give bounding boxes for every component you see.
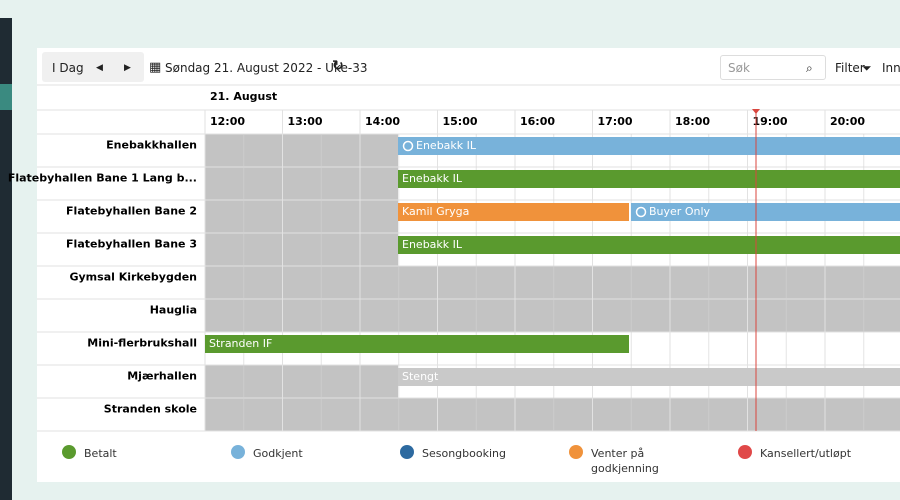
today-button-group [42,52,144,82]
legend-label: Sesongbooking [422,447,506,460]
search-icon[interactable]: ⌕ [806,61,813,75]
legend-swatch [231,445,245,459]
booking-label: Buyer Only [649,205,711,218]
unavailable-block [205,200,398,233]
booking-label: Enebakk IL [402,238,463,251]
prev-button[interactable]: ◀ [96,63,103,73]
settings-button[interactable]: Inns [882,61,900,75]
legend-label: Kansellert/utløpt [760,447,852,460]
hour-label: 17:00 [598,115,633,128]
filter-icon[interactable]: ⏷ [862,61,872,75]
resource-label: Hauglia [150,304,197,317]
calendar-icon[interactable]: ▦ [149,60,162,75]
search-box[interactable] [720,55,826,80]
resource-label: Gymsal Kirkebygden [69,271,197,284]
booking-label: Stengt [402,370,439,383]
hour-label: 18:00 [675,115,710,128]
booking-label: Kamil Gryga [402,205,469,218]
date-label: Søndag 21. August 2022 - Uke-33 [165,61,368,75]
date-header: 21. August [210,90,277,103]
resource-label: Stranden skole [104,403,197,416]
unavailable-block [205,299,900,332]
recurring-icon [635,206,647,218]
booking-bar[interactable] [398,170,900,188]
hour-label: 20:00 [830,115,865,128]
booking-label: Enebakk IL [402,172,463,185]
current-time-marker [752,109,760,114]
legend-label: Betalt [84,447,117,460]
legend-swatch [738,445,752,459]
hour-label: 12:00 [210,115,245,128]
unavailable-block [205,398,900,431]
sidebar-active-item[interactable] [0,84,12,110]
booking-label: Stranden IF [209,337,272,350]
resource-label: Mini-flerbrukshall [87,337,197,350]
hour-label: 14:00 [365,115,400,128]
unavailable-block [205,233,398,266]
legend-swatch [62,445,76,459]
booking-bar[interactable] [398,368,900,386]
unavailable-block [205,365,398,398]
hour-label: 16:00 [520,115,555,128]
unavailable-block [205,167,398,200]
hour-label: 15:00 [443,115,478,128]
hour-label: 13:00 [288,115,323,128]
booking-bar[interactable] [205,335,629,353]
next-button[interactable]: ▶ [124,63,131,73]
resource-label: Flatebyhallen Bane 1 Lang b... [8,172,197,185]
recurring-icon [402,140,414,152]
resource-label: Enebakkhallen [106,139,197,152]
today-button[interactable]: I Dag [52,61,84,75]
hour-label: 19:00 [753,115,788,128]
legend-label: Venter på godkjenning [591,447,659,475]
unavailable-block [205,266,900,299]
booking-bar[interactable] [398,137,900,155]
booking-bar[interactable] [398,236,900,254]
resource-label: Flatebyhallen Bane 2 [66,205,197,218]
search-placeholder: Søk [728,61,750,75]
legend-swatch [569,445,583,459]
booking-bar[interactable] [398,203,629,221]
booking-bar[interactable] [631,203,900,221]
unavailable-block [205,134,398,167]
sidebar [0,18,12,500]
legend-label: Godkjent [253,447,303,460]
resource-label: Mjærhallen [127,370,197,383]
refresh-icon[interactable]: ↻ [332,58,344,74]
resource-label: Flatebyhallen Bane 3 [66,238,197,251]
filter-button[interactable]: Filter [835,61,865,75]
legend-swatch [400,445,414,459]
booking-label: Enebakk IL [416,139,477,152]
